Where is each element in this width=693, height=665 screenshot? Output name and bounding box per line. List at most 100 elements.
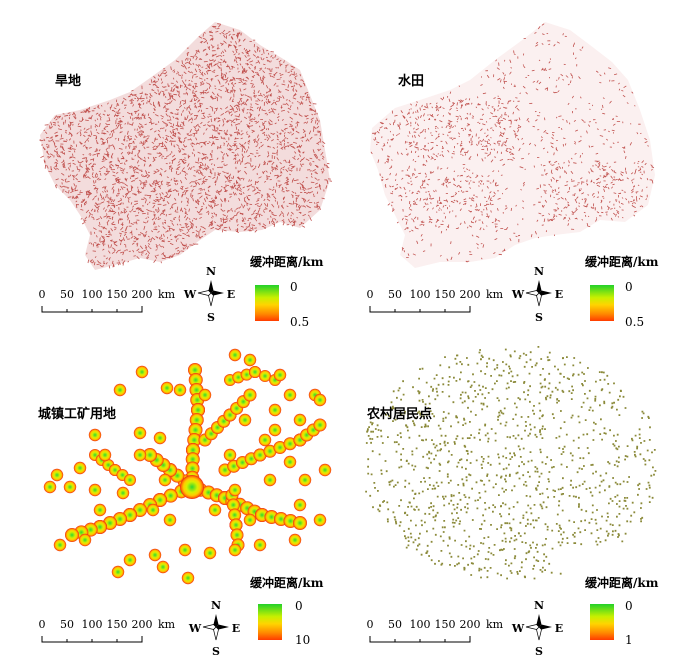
urban-buffer (148, 548, 162, 562)
scale-label: 0 (367, 288, 374, 301)
scale-line (369, 306, 471, 313)
legend: 缓冲距离/km 0 0.5 (250, 254, 324, 329)
urban-buffer (133, 426, 147, 440)
urban-buffer (318, 463, 332, 477)
urban-buffer (146, 503, 160, 517)
urban-buffer (249, 366, 261, 378)
paddy-map (370, 22, 655, 268)
scale-bar: 0 50 100 150 200 km (39, 288, 176, 313)
scale-label: 150 (435, 288, 456, 301)
scale-label: 50 (388, 288, 402, 301)
compass: N S E W (183, 265, 235, 324)
compass-n: N (211, 599, 221, 612)
scale-line (369, 636, 471, 643)
urban-buffer (188, 373, 203, 387)
urban-buffer (226, 498, 240, 512)
urban-buffer (53, 538, 67, 552)
urban-buffer (133, 448, 147, 462)
urban-buffer (259, 370, 271, 382)
scale-bar: 0 50 100 150 200 km (367, 618, 504, 643)
legend-title: 缓冲距离/km (585, 254, 659, 269)
urban-buffer (230, 528, 244, 542)
legend-max: 1 (625, 633, 633, 647)
compass-w: W (188, 622, 202, 635)
urban-buffer (313, 513, 327, 527)
compass-n: N (206, 265, 216, 278)
scale-label: 200 (460, 618, 481, 631)
legend-title: 缓冲距离/km (250, 575, 324, 590)
urban-buffer (116, 486, 130, 500)
urban-buffer (229, 518, 243, 532)
urban-buffer (43, 480, 57, 494)
paddy-texture (370, 23, 655, 263)
compass-s: S (535, 645, 543, 658)
urban-buffer (188, 363, 202, 377)
urban-buffer (50, 468, 64, 482)
rural-settlement-dots (365, 346, 657, 580)
scale-unit: km (158, 618, 176, 631)
urban-buffer (124, 474, 136, 486)
legend: 缓冲距离/km 0 1 (585, 575, 659, 647)
panel-urban-industrial: 城镇工矿用地 0 50 100 150 200 km N S E W 缓冲距离/… (38, 348, 332, 658)
legend-min: 0 (625, 280, 633, 294)
legend-max: 10 (295, 633, 310, 647)
paddy-region (370, 22, 655, 268)
compass-w: W (183, 288, 197, 301)
urban-buffer (273, 441, 287, 454)
dryland-texture (39, 23, 332, 269)
scale-bar: 0 50 100 150 200 km (39, 618, 176, 643)
scale-line (41, 636, 143, 643)
legend-title: 缓冲距离/km (250, 254, 324, 269)
scale-label: 150 (435, 618, 456, 631)
urban-buffer (223, 448, 237, 462)
urban-buffer (208, 503, 222, 517)
scale-bar: 0 50 100 150 200 km (367, 288, 504, 313)
compass-s: S (212, 645, 220, 658)
urban-buffer (173, 383, 187, 397)
legend-color-ramp (590, 285, 614, 321)
urban-buffer (78, 533, 92, 547)
compass-e: E (555, 622, 563, 635)
compass: N S E W (511, 265, 563, 324)
scale-label: 50 (388, 618, 402, 631)
scale-label: 100 (82, 618, 103, 631)
urban-buffer (198, 388, 212, 402)
urban-buffer (263, 473, 277, 487)
legend-max: 0.5 (625, 315, 644, 329)
legend-color-ramp (255, 285, 279, 321)
urban-buffer (160, 381, 174, 395)
urban-buffer (253, 448, 267, 462)
scale-line (41, 306, 143, 313)
urban-buffer (263, 444, 277, 458)
urban-buffer (288, 533, 302, 547)
urban-buffer (243, 353, 257, 367)
urban-buffer (143, 448, 157, 462)
panel-title: 水田 (398, 73, 424, 89)
scale-label: 50 (60, 288, 74, 301)
scale-unit: km (486, 618, 504, 631)
urban-buffer (228, 543, 242, 557)
compass-n: N (534, 599, 544, 612)
compass-e: E (555, 288, 563, 301)
legend: 缓冲距离/km 0 0.5 (585, 254, 659, 329)
urban-buffer (293, 498, 307, 512)
scale-label: 0 (367, 618, 374, 631)
urban-buffer (313, 418, 327, 432)
compass-e: E (227, 288, 235, 301)
compass-n: N (534, 265, 544, 278)
scale-label: 200 (460, 288, 481, 301)
compass-s: S (207, 311, 215, 324)
urban-buffer (111, 565, 125, 579)
dryland-region (40, 22, 330, 270)
urban-buffer (158, 473, 172, 487)
urban-buffer (283, 437, 297, 451)
urban-buffer (203, 546, 217, 560)
panel-paddy: 水田 0 50 100 150 200 km N S E W 缓冲距离/km 0… (367, 22, 659, 329)
legend-max: 0.5 (290, 315, 309, 329)
urban-buffer (268, 423, 282, 437)
scale-label: 0 (39, 618, 46, 631)
urban-buffer (258, 433, 272, 447)
urban-buffer (163, 488, 178, 503)
urban-buffer (268, 403, 282, 417)
urban-buffer (243, 513, 257, 527)
